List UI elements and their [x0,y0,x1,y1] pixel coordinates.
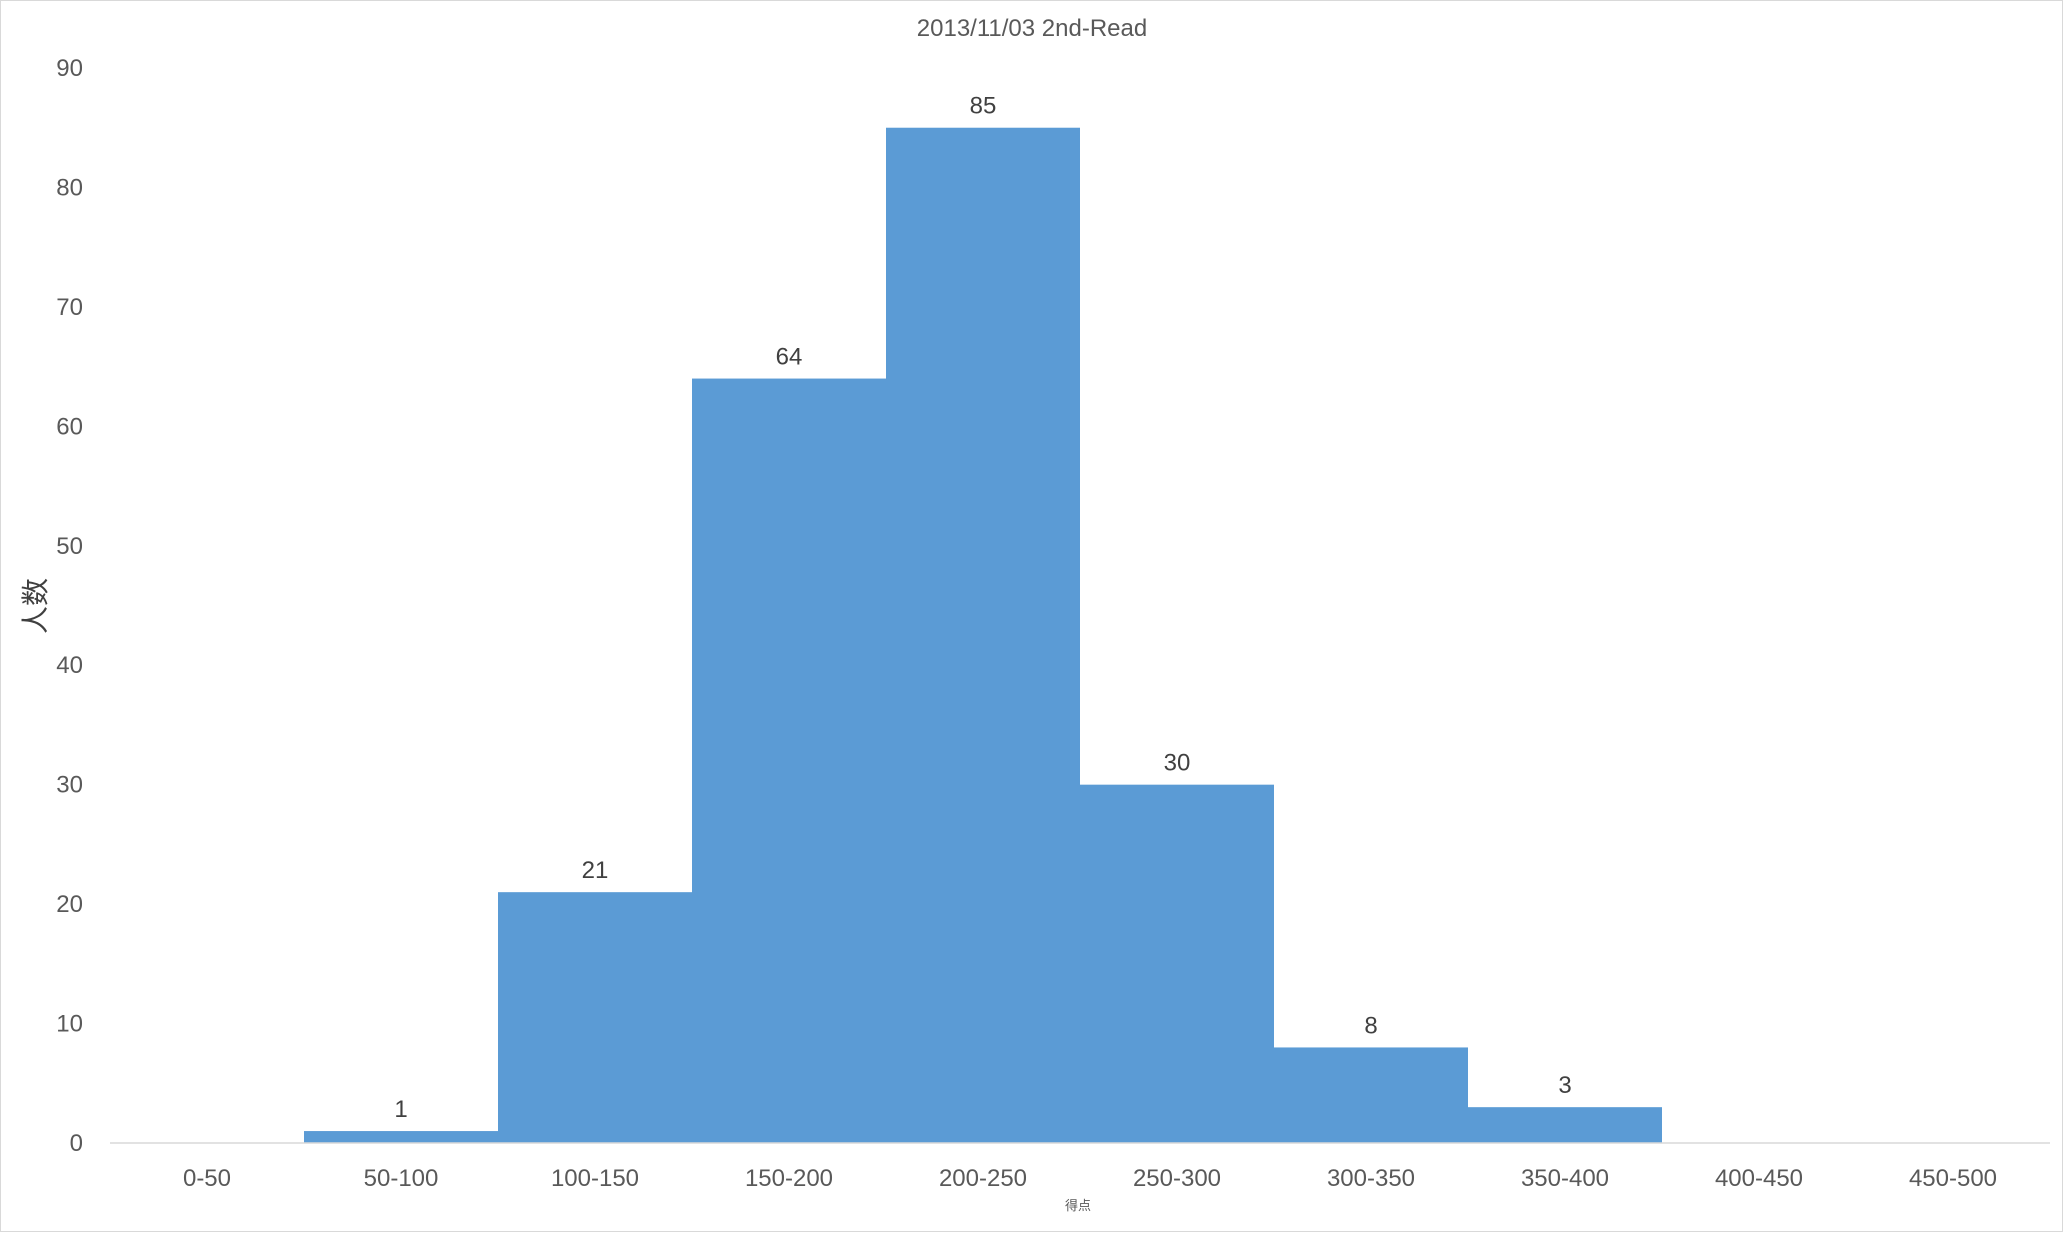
bar-50-100 [304,1131,498,1143]
bar-100-150 [498,892,692,1143]
y-tick-label: 30 [56,772,83,799]
x-tick-label: 450-500 [1909,1165,1997,1192]
x-axis-tick-labels: 0-50 50-100 100-150 150-200 200-250 250-300 30… [183,1165,1997,1192]
y-tick-label: 60 [56,413,83,440]
chart-title: 2013/11/03 2nd-Read [917,15,1147,42]
y-tick-label: 0 [70,1130,83,1157]
data-label: 1 [394,1096,407,1123]
y-axis-title: 人数 [20,578,51,634]
bar-250-300 [1080,784,1274,1143]
data-labels-group: 1 21 64 85 30 8 3 [394,93,1571,1123]
x-tick-label: 200-250 [939,1165,1027,1192]
y-tick-label: 70 [56,294,83,321]
data-label: 30 [1164,750,1191,777]
y-tick-label: 40 [56,652,83,679]
y-tick-label: 20 [56,891,83,918]
data-label: 8 [1364,1012,1377,1039]
x-tick-label: 50-100 [364,1165,439,1192]
x-tick-label: 0-50 [183,1165,231,1192]
x-tick-label: 300-350 [1327,1165,1415,1192]
y-tick-label: 10 [56,1011,83,1038]
data-label: 85 [970,93,997,120]
x-tick-label: 100-150 [551,1165,639,1192]
bar-300-350 [1274,1047,1468,1143]
bar-150-200 [692,378,886,1143]
data-label: 21 [582,857,609,884]
bar-200-250 [886,127,1080,1143]
y-axis-tick-labels: 0 10 20 30 40 50 60 70 80 90 [56,55,83,1157]
x-tick-label: 400-450 [1715,1165,1803,1192]
bars-group [304,127,1662,1143]
data-label: 3 [1558,1072,1571,1099]
y-tick-label: 90 [56,55,83,82]
x-tick-label: 350-400 [1521,1165,1609,1192]
x-axis-title: 得点 [1065,1198,1091,1213]
y-tick-label: 50 [56,533,83,560]
bar-350-400 [1468,1107,1662,1143]
y-tick-label: 80 [56,174,83,201]
data-label: 64 [776,344,803,371]
x-tick-label: 150-200 [745,1165,833,1192]
x-tick-label: 250-300 [1133,1165,1221,1192]
